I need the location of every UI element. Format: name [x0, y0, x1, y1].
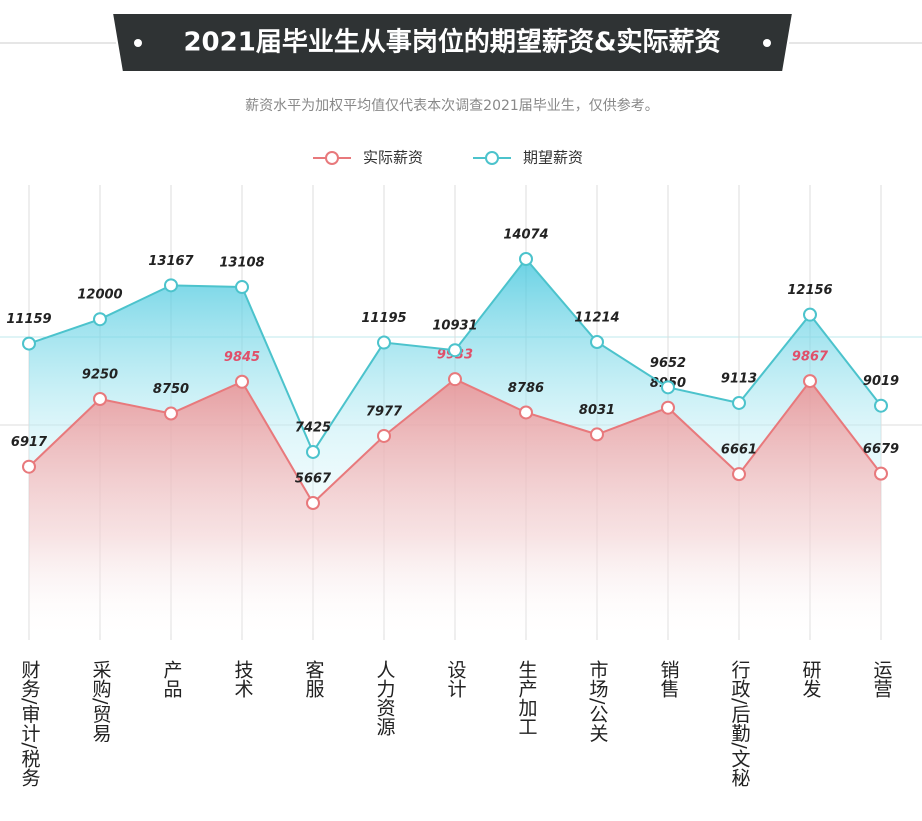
data-label: 9845	[224, 350, 260, 365]
data-label: 12000	[77, 288, 122, 303]
point	[164, 406, 178, 421]
data-label: 6679	[863, 442, 899, 457]
data-label: 9113	[721, 371, 757, 386]
point	[874, 466, 888, 481]
x-tick-label: 市场/公关	[587, 660, 609, 743]
data-label: 13167	[148, 254, 194, 269]
data-label: 9250	[82, 368, 118, 383]
legend-marker	[325, 151, 339, 165]
point	[590, 427, 604, 442]
data-label: 11214	[574, 311, 619, 326]
data-label: 13108	[219, 256, 264, 271]
legend-marker	[485, 151, 499, 165]
title-banner	[110, 12, 795, 73]
point	[93, 392, 107, 407]
x-tick-label: 生产加工	[516, 660, 538, 736]
data-label: 9019	[863, 374, 899, 389]
chart-subtitle: 薪资水平为加权平均值仅代表本次调查2021届毕业生，仅供参考。	[245, 97, 659, 114]
point	[732, 395, 746, 410]
point	[874, 398, 888, 413]
point	[235, 280, 249, 295]
data-label: 8750	[153, 382, 189, 397]
point	[22, 336, 36, 351]
point	[306, 496, 320, 510]
x-tick-label: 客服	[303, 660, 325, 698]
title-dot	[134, 39, 142, 47]
title-dot	[763, 39, 771, 47]
x-tick-label: 销售	[658, 660, 680, 698]
area	[29, 379, 881, 640]
data-label: 9652	[650, 356, 686, 371]
point	[164, 278, 178, 293]
x-tick-label: 研发	[800, 660, 822, 698]
point	[377, 335, 391, 350]
point	[306, 444, 320, 459]
data-label: 6661	[721, 443, 757, 458]
point	[803, 374, 817, 389]
legend-label: 期望薪资	[523, 149, 583, 167]
point	[235, 374, 249, 389]
point	[448, 343, 462, 358]
data-label: 5667	[295, 472, 332, 487]
point	[22, 459, 36, 474]
point	[377, 428, 391, 443]
legend-label: 实际薪资	[363, 149, 423, 167]
point	[93, 312, 107, 327]
data-label: 8031	[579, 403, 615, 418]
data-label: 9867	[792, 350, 829, 365]
data-label: 12156	[787, 283, 832, 298]
data-label: 10931	[432, 319, 477, 334]
point	[661, 380, 675, 395]
chart-title: 2021届毕业生从事岗位的期望薪资&实际薪资	[183, 27, 720, 58]
x-tick-label: 设计	[445, 660, 467, 698]
x-tick-label: 产品	[161, 660, 183, 698]
point	[803, 307, 817, 322]
data-label: 6917	[11, 435, 48, 450]
point	[519, 405, 533, 420]
x-tick-label: 人力资源	[374, 660, 396, 737]
data-label: 11159	[6, 312, 51, 327]
data-label: 14074	[503, 228, 548, 243]
data-label: 11195	[361, 311, 406, 326]
point	[732, 467, 746, 482]
x-tick-label: 技术	[232, 660, 254, 698]
point	[448, 372, 462, 387]
point	[661, 400, 675, 415]
x-tick-label: 财务/审计/税务	[19, 660, 41, 787]
x-tick-label: 采购/贸易	[90, 660, 112, 743]
x-tick-label: 行政/后勤/文秘	[729, 660, 751, 787]
data-label: 8786	[508, 381, 544, 396]
point	[519, 252, 533, 266]
x-tick-label: 运营	[871, 660, 893, 698]
point	[590, 335, 604, 350]
data-label: 7425	[295, 420, 331, 435]
data-label: 7977	[366, 404, 403, 419]
